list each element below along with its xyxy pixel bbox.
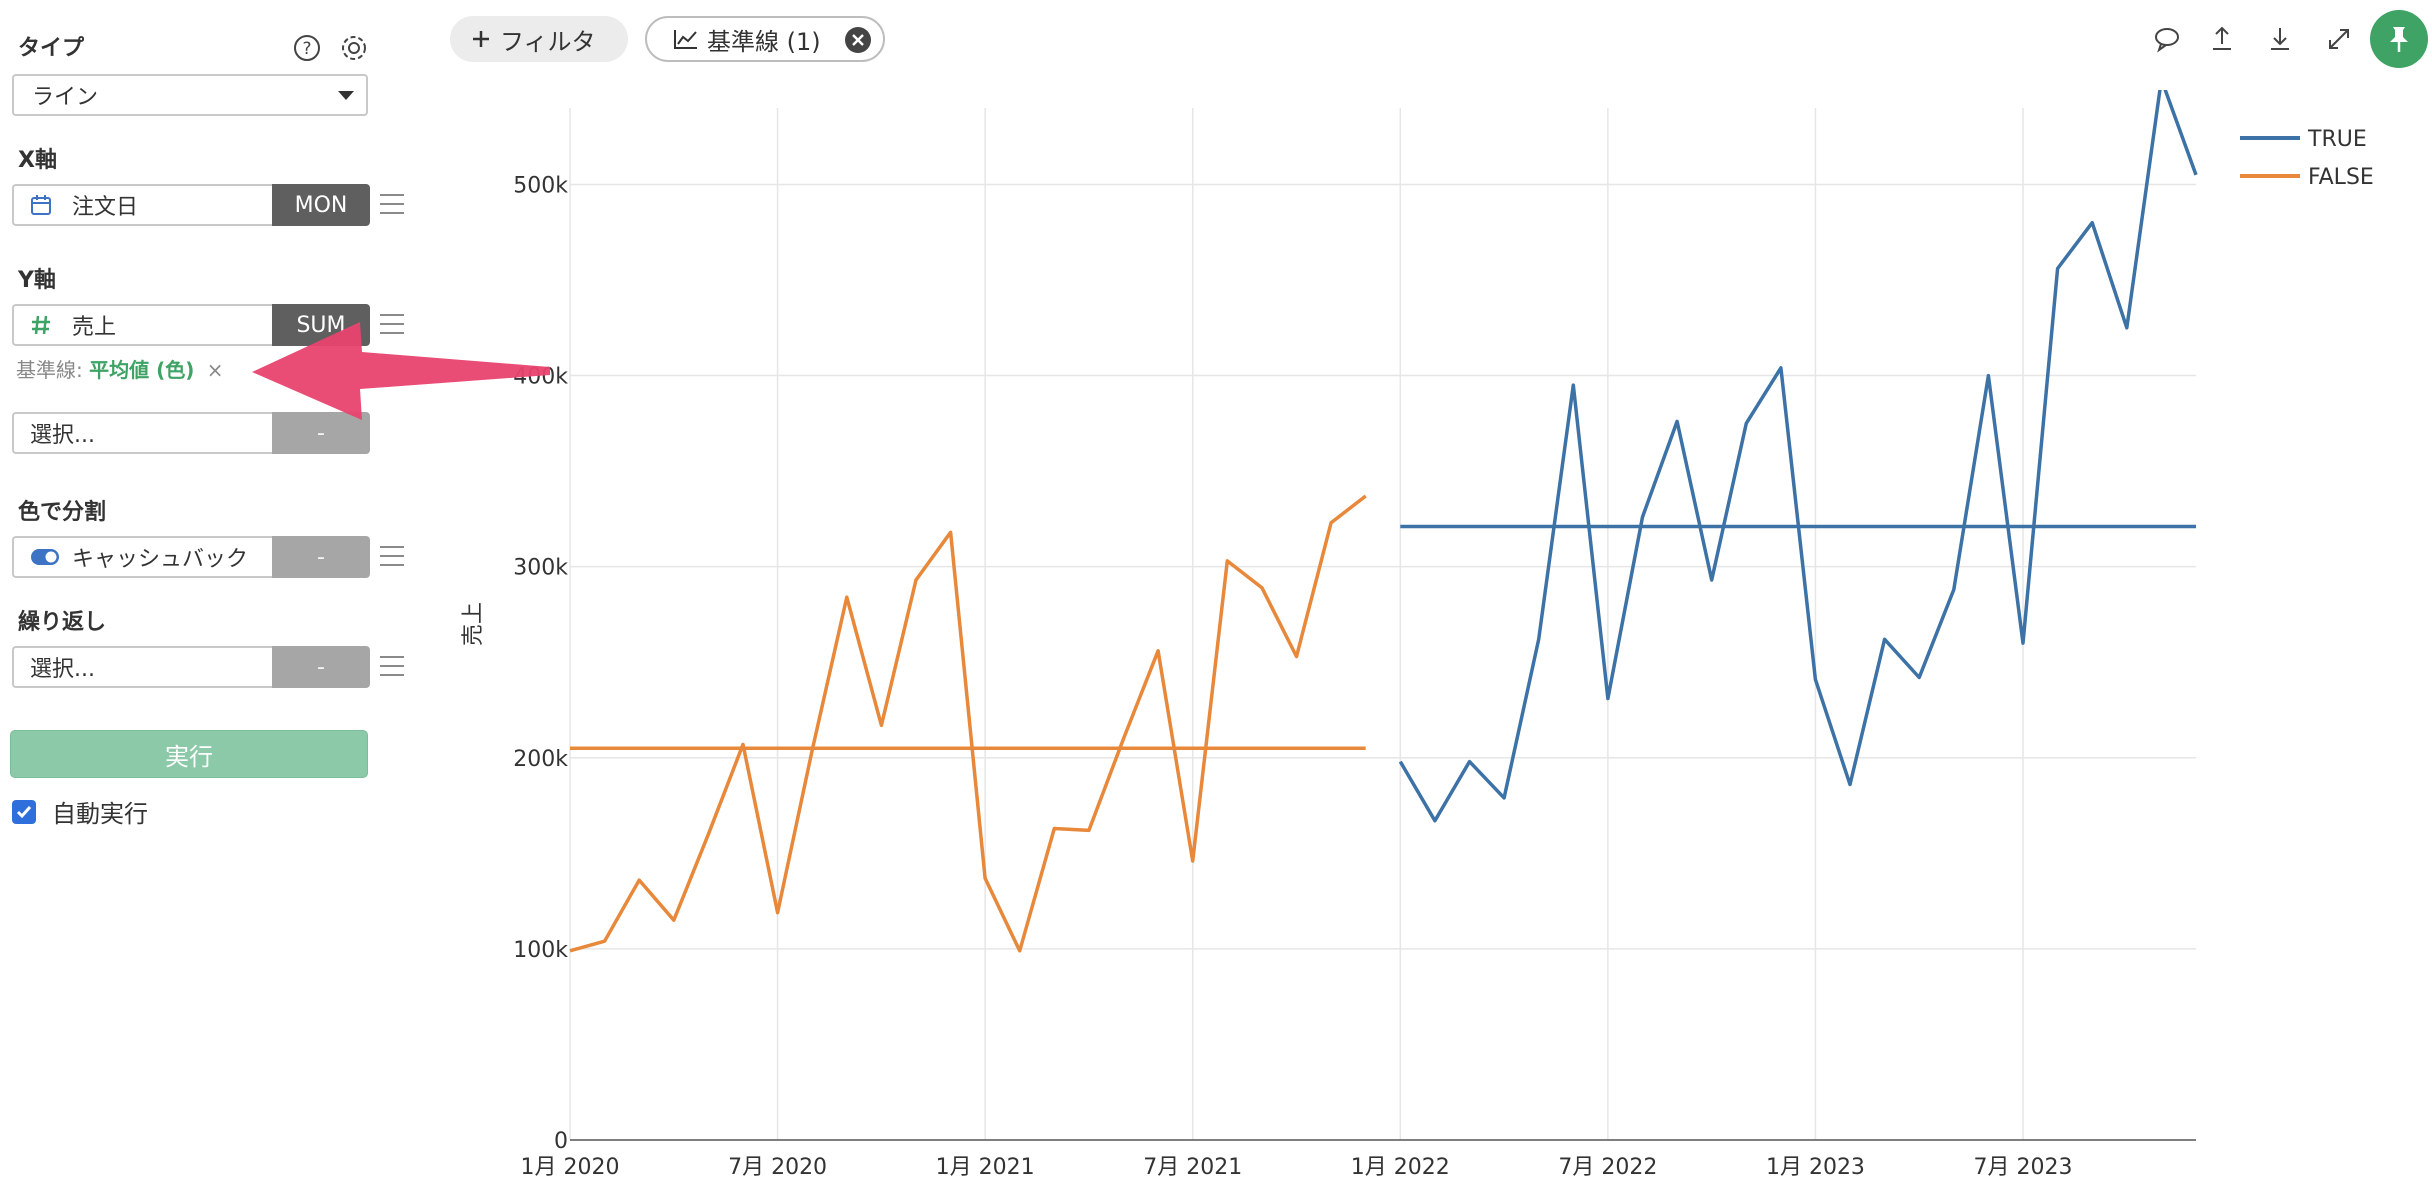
pin-button[interactable]: [2370, 10, 2428, 68]
x-axis-label: X軸: [18, 148, 57, 173]
x-tick-label: 7月 2023: [1974, 1155, 2073, 1180]
drag-handle-icon[interactable]: [380, 546, 404, 568]
legend-label-true: TRUE: [2307, 127, 2367, 152]
y-axis-2-field-row: 選択... -: [12, 412, 370, 454]
reference-line-chip-label: 基準線 (1): [707, 27, 821, 56]
color-split-field[interactable]: キャッシュバック: [12, 536, 274, 578]
chart-type-value: ライン: [32, 85, 99, 110]
auto-run-checkbox[interactable]: [12, 799, 36, 824]
color-split-aggregation-button[interactable]: -: [272, 536, 370, 578]
x-tick-label: 1月 2020: [521, 1155, 620, 1180]
x-tick-label: 7月 2021: [1143, 1155, 1242, 1180]
x-tick-label: 1月 2021: [936, 1155, 1035, 1180]
expand-icon[interactable]: [2322, 22, 2356, 56]
y-axis-2-aggregation-button[interactable]: -: [272, 412, 370, 454]
x-tick-label: 7月 2022: [1558, 1155, 1657, 1180]
y-tick-label: 200k: [513, 747, 568, 772]
drag-handle-icon[interactable]: [380, 314, 404, 336]
x-axis-field-row: 注文日 MON: [12, 184, 404, 226]
reference-line-remove-icon[interactable]: ×: [206, 358, 224, 382]
repeat-aggregation-button[interactable]: -: [272, 646, 370, 688]
reference-line-value[interactable]: 平均値 (色): [89, 358, 195, 382]
drag-handle-icon[interactable]: [380, 194, 404, 216]
repeat-placeholder: 選択...: [30, 657, 95, 682]
y-axis-title: 売上: [461, 602, 486, 646]
type-label: タイプ: [18, 36, 85, 61]
series-line-false: [569, 494, 1367, 953]
x-axis-field[interactable]: 注文日: [12, 184, 274, 226]
y-axis-field[interactable]: 売上: [12, 304, 274, 346]
gear-icon[interactable]: [338, 32, 370, 64]
settings-sidebar: タイプ ? ライン X軸 注文日 MON Y軸 売上 SUM 基準線: 平: [0, 0, 420, 1184]
x-axis-field-name: 注文日: [72, 195, 139, 220]
help-icon[interactable]: ?: [291, 32, 323, 64]
y-axis-label: Y軸: [18, 268, 56, 293]
legend-label-false: FALSE: [2308, 165, 2374, 190]
reference-line-prefix: 基準線:: [16, 358, 83, 382]
line-chart-icon: [673, 28, 699, 50]
upload-icon[interactable]: [2205, 22, 2239, 56]
chevron-down-icon: [338, 91, 354, 100]
series-line-true: [1398, 77, 2198, 823]
auto-run-toggle[interactable]: 自動実行: [12, 794, 148, 829]
pin-icon: [2386, 24, 2412, 54]
auto-run-label: 自動実行: [52, 800, 148, 828]
x-tick-label: 1月 2022: [1351, 1155, 1450, 1180]
svg-text:?: ?: [302, 39, 311, 59]
x-axis-aggregation-button[interactable]: MON: [272, 184, 370, 226]
repeat-field-row: 選択... -: [12, 646, 404, 688]
x-tick-label: 1月 2023: [1766, 1155, 1865, 1180]
run-button[interactable]: 実行: [10, 730, 368, 778]
y-axis-field-name: 売上: [72, 315, 117, 340]
reference-line-tag: 基準線: 平均値 (色) ×: [16, 354, 223, 383]
reference-line-chip[interactable]: 基準線 (1): [645, 16, 885, 62]
color-split-label: 色で分割: [18, 500, 107, 525]
plus-icon: [470, 28, 492, 50]
repeat-select[interactable]: 選択...: [12, 646, 274, 688]
color-split-field-row: キャッシュバック -: [12, 536, 404, 578]
drag-handle-icon[interactable]: [380, 656, 404, 678]
download-icon[interactable]: [2263, 22, 2297, 56]
comment-icon[interactable]: [2150, 22, 2184, 56]
toggle-icon: [30, 548, 60, 566]
y-tick-label: 100k: [513, 938, 568, 963]
y-axis-2-select[interactable]: 選択...: [12, 412, 274, 454]
chart-type-select[interactable]: ライン: [12, 74, 368, 116]
x-tick-label: 7月 2020: [728, 1155, 827, 1180]
y-tick-label: 500k: [513, 173, 568, 198]
color-split-field-name: キャッシュバック: [72, 547, 249, 572]
add-filter-button[interactable]: フィルタ: [450, 16, 628, 62]
close-icon[interactable]: [845, 27, 871, 53]
y-axis-2-placeholder: 選択...: [30, 423, 95, 448]
hash-icon: [30, 314, 60, 336]
y-tick-label: 300k: [513, 556, 568, 581]
filter-label: フィルタ: [500, 27, 596, 56]
calendar-icon: [30, 194, 60, 216]
y-tick-label: 0: [554, 1129, 568, 1154]
chart-container: 0 100k 200k 300k 400k 500k 1月 2020 7月 2020 1月 20…: [440, 77, 2432, 1184]
repeat-label: 繰り返し: [18, 610, 107, 635]
